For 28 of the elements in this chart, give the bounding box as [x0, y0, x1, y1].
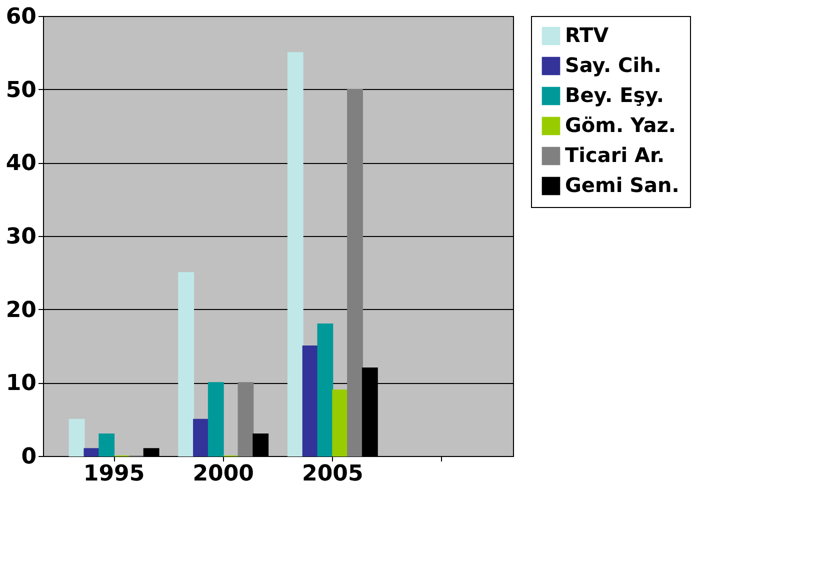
y-tick-label: 50 [6, 78, 36, 103]
y-tick-label: 0 [21, 444, 36, 470]
x-tick-label: 2000 [192, 462, 254, 486]
bar [287, 52, 304, 456]
y-tick-label: 30 [6, 224, 36, 250]
bar [238, 382, 254, 456]
x-tick-label: 1995 [83, 462, 145, 486]
y-tick-label: 40 [6, 151, 36, 176]
bar [84, 448, 100, 456]
legend-label: Gemi San. [565, 173, 680, 197]
legend-label: Bey. Eşy. [565, 83, 664, 107]
legend-label: Say. Cih. [565, 53, 662, 77]
bar [332, 390, 348, 456]
bar [98, 434, 115, 456]
bar [193, 418, 209, 456]
legend-label: Ticari Ar. [565, 143, 665, 167]
y-tick-label: 10 [6, 371, 36, 396]
bar [68, 418, 85, 456]
bar [302, 346, 318, 456]
legend-label: Göm. Yaz. [565, 113, 676, 137]
bar [178, 272, 194, 456]
y-tick-label: 60 [6, 4, 36, 30]
x-tick-label: 2005 [302, 462, 364, 486]
legend-label: RTV [565, 23, 610, 47]
bar [317, 324, 334, 456]
bar [208, 382, 224, 456]
y-tick-label: 20 [6, 298, 36, 323]
bar [347, 88, 363, 456]
